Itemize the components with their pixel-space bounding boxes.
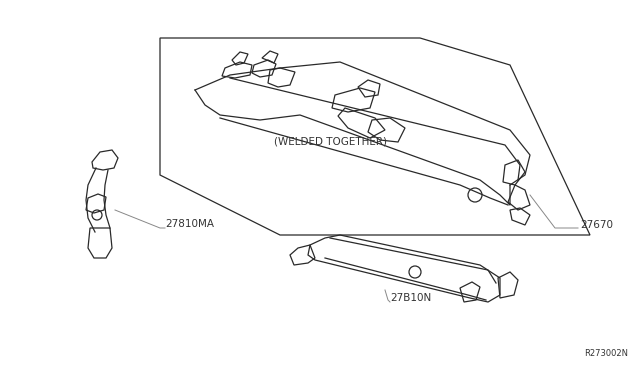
Text: R273002N: R273002N: [584, 349, 628, 358]
Text: 27810MA: 27810MA: [165, 219, 214, 229]
Text: (WELDED TOGETHER): (WELDED TOGETHER): [273, 137, 387, 147]
Text: 27B10N: 27B10N: [390, 293, 431, 303]
Text: 27670: 27670: [580, 220, 613, 230]
